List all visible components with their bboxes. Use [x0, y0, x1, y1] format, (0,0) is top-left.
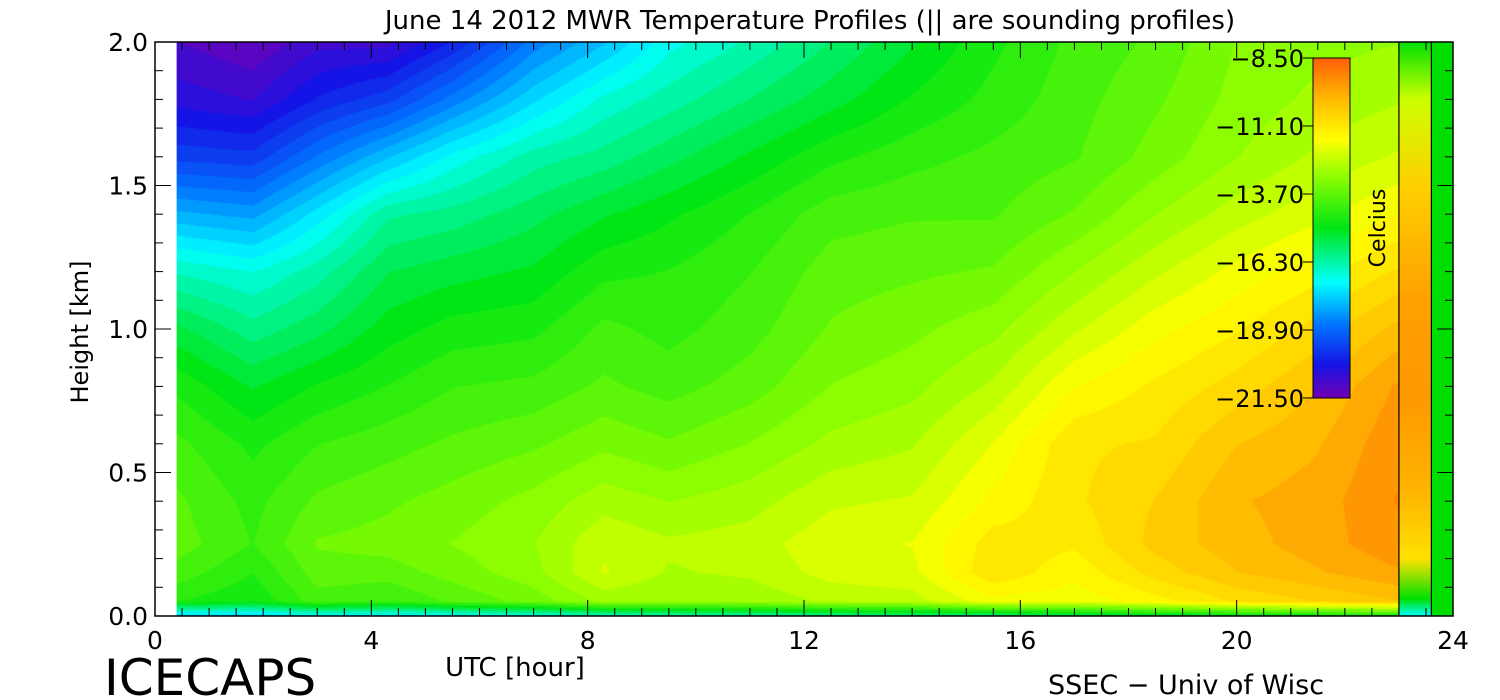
y-tick-label: 0.0: [108, 602, 148, 631]
x-tick-label: 20: [1221, 626, 1253, 655]
colorbar-tick-label: −11.10: [1215, 113, 1304, 141]
y-axis-label: Height [km]: [66, 261, 94, 404]
x-tick-label: 4: [363, 626, 379, 655]
colorbar: −8.50 −11.10 −13.70 −16.30 −18.90 −21.50 Celci…: [1215, 45, 1391, 413]
temperature-heatmap: [176, 42, 1399, 616]
axes: 0 4 8 12 16 20 24 0.0 0.5 1.0 1.5 2.0: [108, 28, 1469, 655]
x-tick-label: 0: [147, 626, 163, 655]
colorbar-tick-label: −18.90: [1215, 317, 1304, 345]
x-tick-label: 8: [580, 626, 596, 655]
colorbar-label: Celcius: [1366, 189, 1391, 268]
colorbar-tick-label: −21.50: [1215, 385, 1304, 413]
ssec-credit: SSEC − Univ of Wisc: [1048, 670, 1324, 700]
heatmap-layer: [176, 42, 1399, 616]
colorbar-tick-label: −8.50: [1230, 45, 1304, 73]
y-tick-label: 1.5: [108, 172, 148, 201]
y-tick-label: 0.5: [108, 459, 148, 488]
chart-title: June 14 2012 MWR Temperature Profiles (|…: [383, 6, 1235, 36]
x-tick-label: 16: [1004, 626, 1036, 655]
colorbar-tick-label: −13.70: [1215, 181, 1304, 209]
sounding-profile-strip-1: [1398, 42, 1432, 616]
y-tick-label: 2.0: [108, 28, 148, 57]
icecaps-logo: ICECAPS: [104, 649, 316, 700]
colorbar-tick-label: −16.30: [1215, 249, 1304, 277]
x-axis-label: UTC [hour]: [445, 653, 585, 683]
colorbar-gradient: [1312, 57, 1351, 399]
x-tick-label: 24: [1437, 626, 1469, 655]
x-tick-label: 12: [788, 626, 820, 655]
y-tick-label: 1.0: [108, 315, 148, 344]
